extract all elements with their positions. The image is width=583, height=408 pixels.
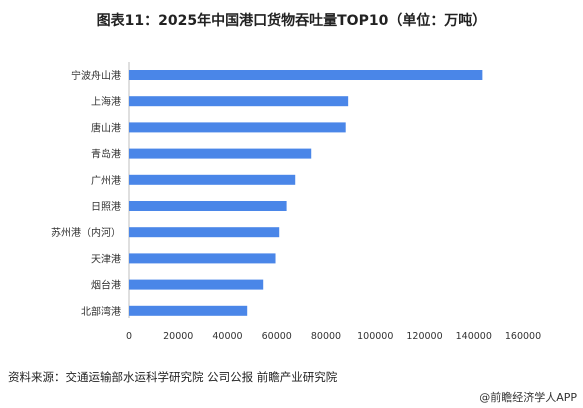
category-label: 苏州港（内河）	[51, 226, 121, 239]
category-label: 广州港	[91, 175, 121, 187]
x-tick-label: 40000	[212, 331, 242, 342]
x-tick-label: 120000	[406, 331, 442, 342]
bar	[129, 96, 349, 107]
category-label: 北部湾港	[81, 305, 121, 318]
x-tick-label: 80000	[311, 331, 341, 342]
bar	[129, 148, 312, 159]
x-tick-label: 60000	[262, 331, 292, 342]
bar	[129, 279, 264, 290]
x-tick-label: 140000	[456, 331, 492, 342]
bar	[129, 201, 287, 211]
bar	[129, 122, 346, 133]
bar	[129, 227, 280, 238]
bar	[129, 70, 483, 80]
category-label: 宁波舟山港	[71, 69, 121, 82]
x-tick-label: 20000	[163, 331, 193, 342]
bar	[129, 174, 296, 185]
category-label: 日照港	[91, 201, 121, 213]
category-label: 天津港	[91, 253, 121, 265]
category-label: 上海港	[91, 95, 121, 108]
x-tick-label: 100000	[357, 331, 393, 342]
category-label: 青岛港	[91, 148, 121, 161]
x-tick-label: 0	[126, 331, 132, 342]
source-note: 资料来源：交通运输部水运科学研究院 公司公报 前瞻产业研究院	[8, 370, 338, 384]
chart-title: 图表11：2025年中国港口货物吞吐量TOP10（单位：万吨）	[96, 13, 487, 29]
category-label: 烟台港	[91, 279, 121, 292]
x-tick-label: 160000	[505, 331, 541, 342]
bar	[129, 253, 276, 264]
brand-label: @前瞻经济学人APP	[479, 391, 577, 404]
bar	[129, 305, 248, 316]
category-label: 唐山港	[91, 121, 121, 134]
